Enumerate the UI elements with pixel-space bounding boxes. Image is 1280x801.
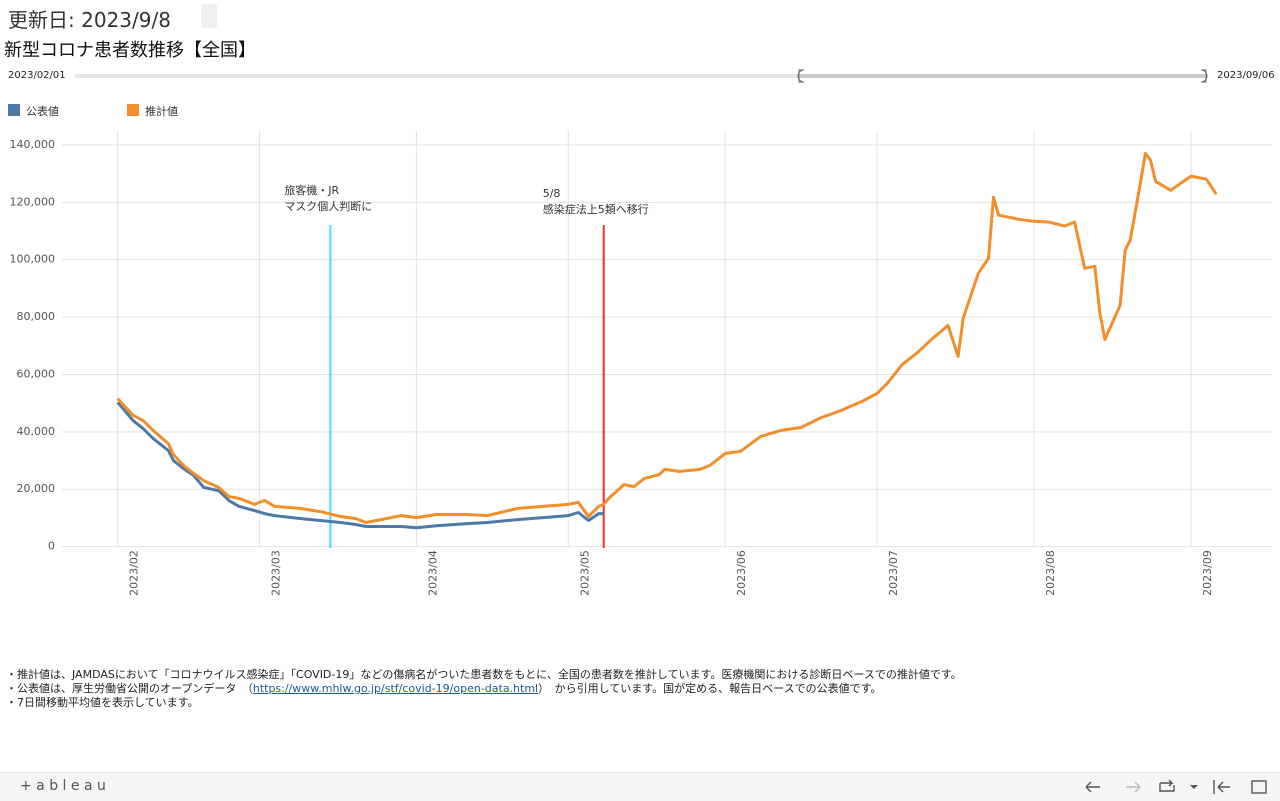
annotation-text: 5/8 xyxy=(543,187,561,200)
annotation-text: マスク個人判断に xyxy=(284,199,372,213)
fullscreen[interactable] xyxy=(1251,780,1267,794)
dashboard-title: 新型コロナ患者数推移【全国】 xyxy=(4,40,256,61)
series-line xyxy=(116,151,1218,524)
y-tick-label: 0 xyxy=(48,540,55,553)
y-tick-label: 20,000 xyxy=(17,482,56,495)
note-text: ・公表値は、厚生労働省公開のオープンデータ （ xyxy=(6,682,253,695)
toolbar: + a b l e a u xyxy=(0,772,1280,801)
updated-date: 更新日: 2023/9/8 xyxy=(8,8,171,32)
note: ・7日間移動平均値を表示しています。 xyxy=(6,694,199,710)
y-tick-label: 120,000 xyxy=(10,195,56,208)
revert[interactable] xyxy=(1159,779,1175,792)
legend-swatch xyxy=(8,104,20,116)
reset[interactable] xyxy=(1213,780,1230,794)
note-text: ・7日間移動平均値を表示しています。 xyxy=(6,696,199,709)
x-tick-label: 2023/02 xyxy=(128,550,141,596)
y-tick-label: 60,000 xyxy=(17,367,56,380)
note: ・推計値は、JAMDASにおいて「コロナウイルス感染症」「COVID-19」など… xyxy=(6,666,962,682)
note-link[interactable]: https://www.mhlw.go.jp/stf/covid-19/open… xyxy=(252,682,539,695)
y-tick-label: 100,000 xyxy=(10,253,56,266)
slider-handle-left[interactable] xyxy=(797,69,805,83)
brand: + a b l e a u xyxy=(20,778,106,794)
y-tick-label: 40,000 xyxy=(17,425,56,438)
annotation-text: 感染症法上5類へ移行 xyxy=(543,202,649,216)
dropdown[interactable] xyxy=(1190,785,1198,789)
x-tick-label: 2023/09 xyxy=(1201,550,1214,596)
slider-end: 2023/09/06 xyxy=(1217,70,1275,81)
legend-label: 推計値 xyxy=(145,104,178,118)
y-tick-label: 140,000 xyxy=(10,138,56,151)
legend-label: 公表値 xyxy=(26,104,59,118)
redo[interactable] xyxy=(1126,781,1141,793)
series-line xyxy=(116,401,604,530)
slider[interactable] xyxy=(70,66,1210,86)
toolbar-icons xyxy=(1085,779,1267,794)
note: ・公表値は、厚生労働省公開のオープンデータ （https://www.mhlw.… xyxy=(6,680,882,696)
y-tick-label: 80,000 xyxy=(17,310,56,323)
x-tick-label: 2023/06 xyxy=(735,550,748,596)
x-tick-label: 2023/05 xyxy=(578,550,591,596)
undo[interactable] xyxy=(1085,781,1100,793)
x-tick-label: 2023/03 xyxy=(269,550,282,596)
note-text: ・推計値は、JAMDASにおいて「コロナウイルス感染症」「COVID-19」など… xyxy=(6,668,962,681)
legend-swatch xyxy=(127,104,139,116)
annotation-text: 旅客機・JR xyxy=(284,183,339,197)
slider-start: 2023/02/01 xyxy=(8,70,66,81)
x-tick-label: 2023/04 xyxy=(426,550,439,596)
x-tick-label: 2023/08 xyxy=(1044,550,1057,596)
chart: 公表値 推計値 0 20,000 40,000 60,000 80,000 100,000 12… xyxy=(8,104,1272,596)
updated-box xyxy=(201,4,217,28)
note-text: ） から引用しています。国が定める、報告日ベースでの公表値です。 xyxy=(538,682,882,695)
x-tick-label: 2023/07 xyxy=(887,550,900,596)
slider-handle-right[interactable] xyxy=(1200,69,1208,83)
